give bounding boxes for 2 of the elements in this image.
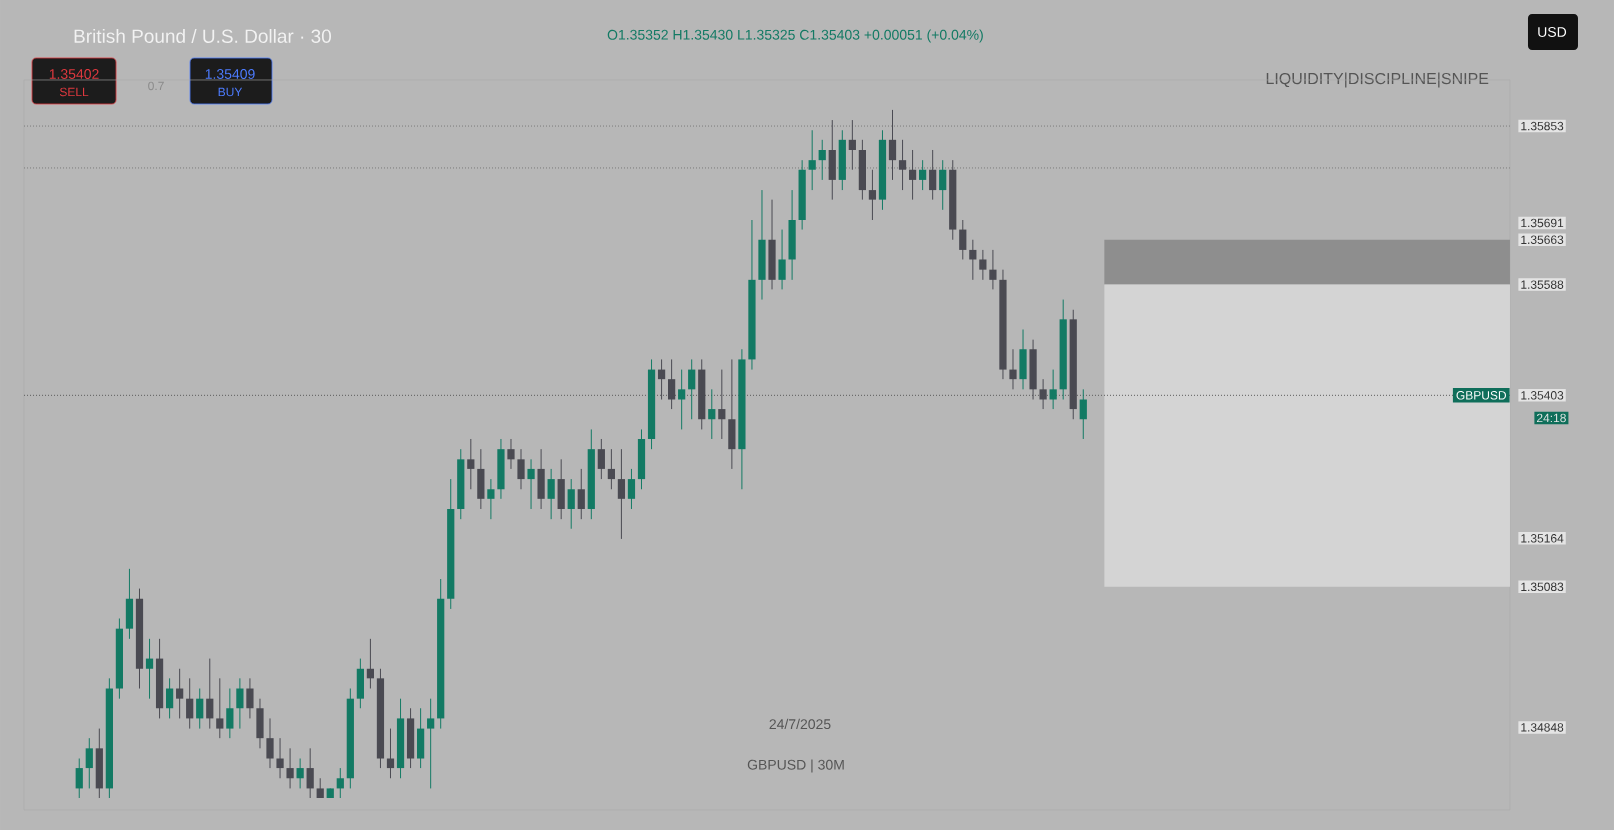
chart-title: British Pound / U.S. Dollar · 30 bbox=[74, 29, 331, 43]
annotation: LIQUIDITY|DISCIPLINE|SNIPE bbox=[1266, 72, 1489, 88]
